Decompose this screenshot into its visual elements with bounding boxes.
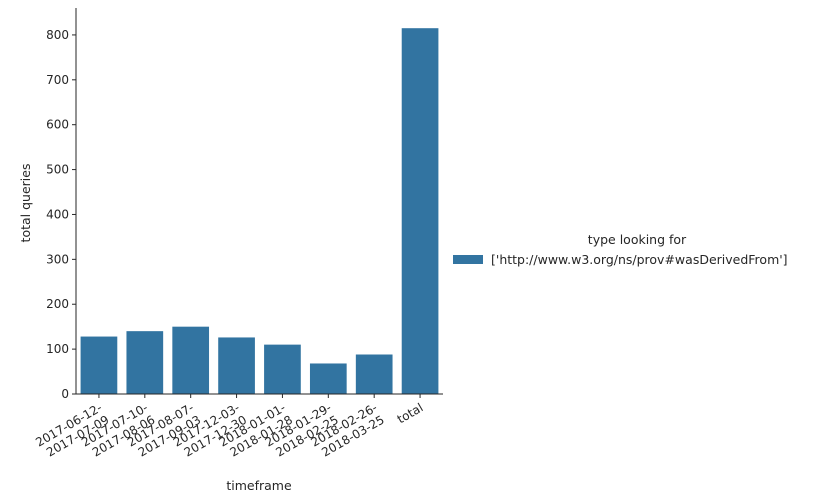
legend: type looking for ['http://www.w3.org/ns/…	[453, 232, 788, 267]
y-tick-label-6: 600	[46, 118, 69, 132]
y-tick-label-7: 700	[46, 73, 69, 87]
legend-swatch	[453, 255, 483, 264]
y-tick-label-1: 100	[46, 342, 69, 356]
bar-0	[80, 336, 118, 394]
x-axis: 2017-06-12-2017-07-092017-07-10-2017-08-…	[33, 393, 443, 460]
y-tick-label-3: 300	[46, 252, 69, 266]
y-tick-label-5: 500	[46, 163, 69, 177]
bar-2	[172, 326, 210, 394]
y-tick-label-4: 400	[46, 207, 69, 221]
bar-7	[401, 28, 439, 395]
y-axis: 0 100 200 300 400 500 600 700 800	[46, 8, 77, 401]
legend-title: type looking for	[588, 232, 687, 247]
bars-group	[80, 28, 439, 395]
y-axis-title: total queries	[18, 164, 33, 243]
y-tick-label-2: 200	[46, 297, 69, 311]
x-tick-label-7: total	[395, 400, 426, 426]
bar-1	[126, 331, 164, 394]
y-tick-label-8: 800	[46, 28, 69, 42]
x-axis-title: timeframe	[226, 478, 292, 493]
legend-entry-label: ['http://www.w3.org/ns/prov#wasDerivedFr…	[491, 252, 788, 267]
y-tick-label-0: 0	[61, 387, 69, 401]
bar-4	[264, 344, 301, 394]
bar-5	[309, 363, 347, 394]
bar-3	[218, 337, 255, 394]
bar-6	[355, 354, 393, 394]
